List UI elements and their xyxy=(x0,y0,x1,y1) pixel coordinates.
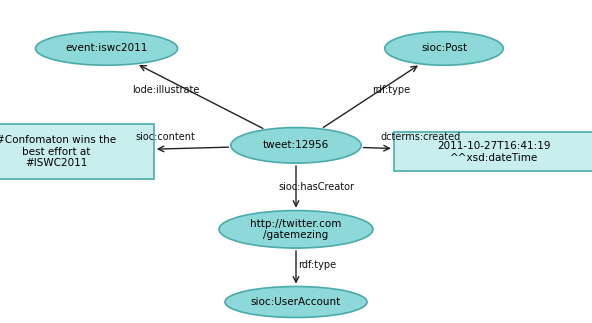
Text: sioc:Post: sioc:Post xyxy=(421,44,467,53)
Text: sioc:content: sioc:content xyxy=(136,132,196,142)
Text: 2011-10-27T16:41:19
^^xsd:dateTime: 2011-10-27T16:41:19 ^^xsd:dateTime xyxy=(437,141,551,162)
Text: sioc:hasCreator: sioc:hasCreator xyxy=(279,182,355,192)
Text: #Confomaton wins the
best effort at
#ISWC2011: #Confomaton wins the best effort at #ISW… xyxy=(0,135,116,168)
Ellipse shape xyxy=(225,287,367,318)
Ellipse shape xyxy=(219,211,373,248)
Text: http://twitter.com
/gatemezing: http://twitter.com /gatemezing xyxy=(250,219,342,240)
Text: event:iswc2011: event:iswc2011 xyxy=(65,44,148,53)
Text: dcterms:created: dcterms:created xyxy=(380,132,461,142)
Ellipse shape xyxy=(385,32,503,65)
Text: lode:illustrate: lode:illustrate xyxy=(132,86,200,95)
Ellipse shape xyxy=(36,32,178,65)
Ellipse shape xyxy=(231,128,361,163)
Text: rdf:type: rdf:type xyxy=(298,260,336,270)
Text: tweet:12956: tweet:12956 xyxy=(263,141,329,150)
FancyBboxPatch shape xyxy=(0,124,154,179)
Text: sioc:UserAccount: sioc:UserAccount xyxy=(251,297,341,307)
Text: rdf:type: rdf:type xyxy=(372,86,410,95)
FancyBboxPatch shape xyxy=(394,132,592,171)
